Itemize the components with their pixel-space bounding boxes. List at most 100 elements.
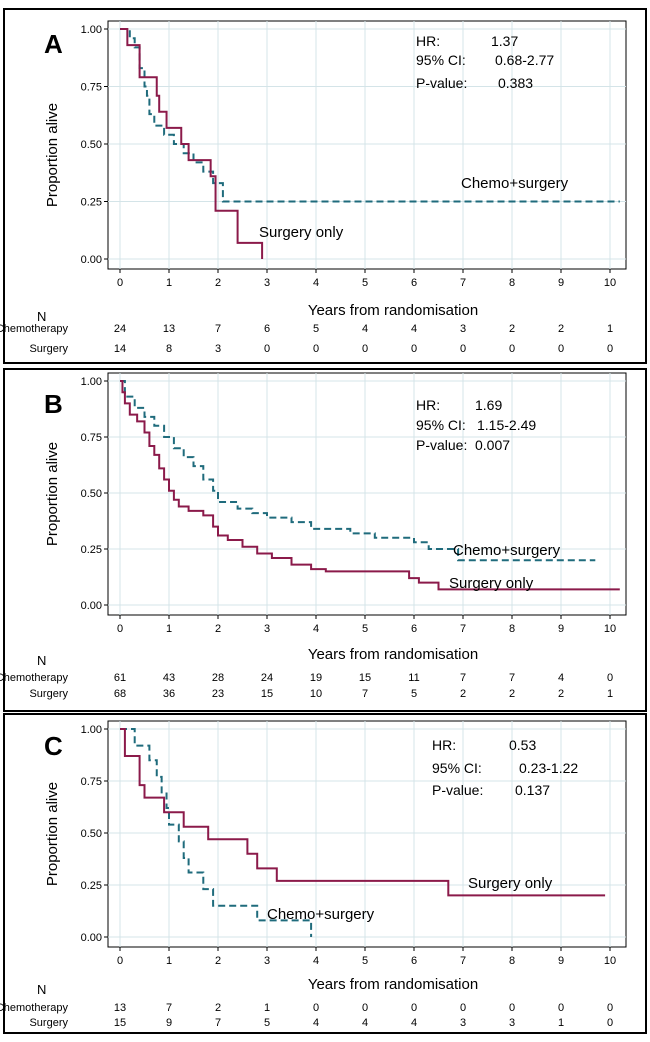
risk-cell: 1 [607,688,613,700]
risk-cell: 1 [558,1017,564,1029]
x-tick-label: 6 [411,623,417,635]
risk-row-label: Surgery [29,1017,68,1029]
risk-row-label: Surgery [29,343,68,355]
risk-row-label: Chemotherapy [0,1002,68,1014]
risk-cell: 3 [509,1017,515,1029]
x-tick-label: 6 [411,277,417,289]
risk-row-label: Chemotherapy [0,323,68,335]
ci-label: 95% CI: [416,417,466,433]
risk-cell: 2 [509,323,515,335]
x-axis-title: Years from randomisation [308,646,478,663]
x-tick-label: 7 [460,277,466,289]
risk-cell: 14 [114,343,126,355]
risk-cell: 0 [509,1002,515,1014]
x-axis-title: Years from randomisation [308,302,478,319]
risk-cell: 2 [558,323,564,335]
risk-cell: 0 [607,1017,613,1029]
risk-table-header: N [37,309,46,324]
ci-value: 1.15-2.49 [477,417,536,433]
risk-cell: 4 [362,323,368,335]
risk-cell: 2 [558,688,564,700]
panel-letter: C [44,731,63,761]
chemo-surgery-curve [120,380,596,562]
y-tick-label: 1.00 [81,376,102,388]
y-tick-label: 0.00 [81,932,102,944]
x-tick-label: 7 [460,955,466,967]
risk-cell: 4 [313,1017,319,1029]
risk-cell: 28 [212,672,224,684]
risk-cell: 2 [215,1002,221,1014]
x-tick-label: 8 [509,277,515,289]
risk-cell: 43 [163,672,175,684]
x-tick-label: 10 [604,955,616,967]
risk-cell: 0 [313,1002,319,1014]
y-tick-label: 0.00 [81,600,102,612]
y-tick-label: 0.75 [81,776,102,788]
plot-area [107,372,627,616]
x-tick-label: 0 [117,277,123,289]
x-tick-label: 2 [215,277,221,289]
risk-cell: 0 [362,343,368,355]
p-value: 0.383 [498,75,533,91]
risk-cell: 0 [460,1002,466,1014]
surgery-only-label: Surgery only [449,575,534,592]
risk-cell: 24 [261,672,273,684]
x-tick-label: 2 [215,623,221,635]
x-tick-label: 3 [264,955,270,967]
chemo-surgery-label: Chemo+surgery [267,906,375,923]
p-label: P-value: [432,782,483,798]
x-tick-label: 1 [166,277,172,289]
risk-cell: 0 [607,343,613,355]
risk-cell: 7 [362,688,368,700]
x-tick-label: 5 [362,277,368,289]
risk-cell: 0 [607,672,613,684]
risk-cell: 0 [362,1002,368,1014]
y-tick-label: 0.50 [81,828,102,840]
plot-area [107,20,627,270]
risk-table-header: N [37,653,46,668]
risk-cell: 4 [411,323,417,335]
risk-cell: 13 [163,323,175,335]
risk-cell: 4 [411,1017,417,1029]
risk-cell: 3 [460,323,466,335]
risk-cell: 15 [261,688,273,700]
risk-cell: 0 [411,1002,417,1014]
risk-cell: 36 [163,688,175,700]
hr-label: HR: [416,33,440,49]
risk-cell: 0 [509,343,515,355]
y-tick-label: 0.50 [81,488,102,500]
risk-cell: 0 [558,1002,564,1014]
x-tick-label: 0 [117,955,123,967]
risk-cell: 2 [509,688,515,700]
panel-frame [3,713,647,1034]
risk-cell: 13 [114,1002,126,1014]
x-tick-label: 4 [313,277,319,289]
y-tick-label: 0.25 [81,197,102,209]
x-tick-label: 6 [411,955,417,967]
surgery-only-label: Surgery only [259,224,344,241]
p-value: 0.137 [515,782,550,798]
risk-table-header: N [37,982,46,997]
risk-cell: 4 [362,1017,368,1029]
risk-cell: 15 [114,1017,126,1029]
hr-value: 1.69 [475,397,502,413]
risk-cell: 0 [558,343,564,355]
x-tick-label: 3 [264,623,270,635]
p-value: 0.007 [475,437,510,453]
plot-area [107,720,627,948]
risk-cell: 10 [310,688,322,700]
risk-cell: 9 [166,1017,172,1029]
y-axis-title: Proportion alive [44,782,61,886]
panel-letter: A [44,29,63,59]
risk-cell: 7 [460,672,466,684]
risk-cell: 1 [607,323,613,335]
chemo-surgery-label: Chemo+surgery [453,542,561,559]
x-tick-label: 4 [313,623,319,635]
y-tick-label: 1.00 [81,24,102,36]
risk-cell: 0 [411,343,417,355]
risk-cell: 0 [313,343,319,355]
risk-cell: 7 [166,1002,172,1014]
x-tick-label: 1 [166,623,172,635]
